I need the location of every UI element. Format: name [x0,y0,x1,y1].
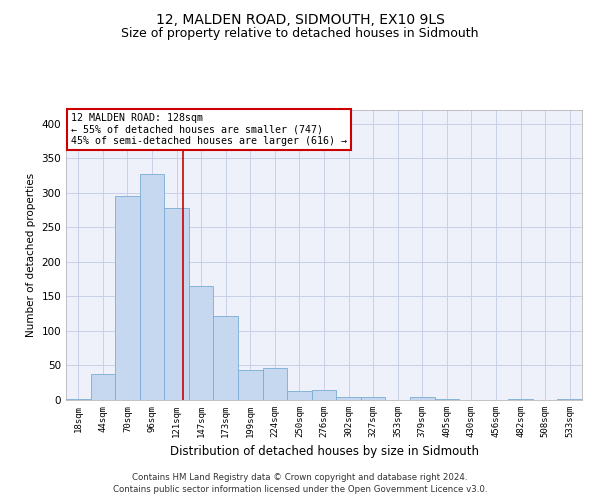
Text: Contains public sector information licensed under the Open Government Licence v3: Contains public sector information licen… [113,485,487,494]
Bar [287,391,312,400]
Bar [336,397,361,400]
Text: 12, MALDEN ROAD, SIDMOUTH, EX10 9LS: 12, MALDEN ROAD, SIDMOUTH, EX10 9LS [155,12,445,26]
Bar [91,374,115,400]
Bar [263,368,287,400]
Text: Size of property relative to detached houses in Sidmouth: Size of property relative to detached ho… [121,28,479,40]
Bar [361,396,385,400]
Bar [508,398,533,400]
Bar [66,398,91,400]
X-axis label: Distribution of detached houses by size in Sidmouth: Distribution of detached houses by size … [170,446,479,458]
Y-axis label: Number of detached properties: Number of detached properties [26,173,36,337]
Bar [238,370,263,400]
Bar [410,396,434,400]
Text: 12 MALDEN ROAD: 128sqm
← 55% of detached houses are smaller (747)
45% of semi-de: 12 MALDEN ROAD: 128sqm ← 55% of detached… [71,113,347,146]
Text: Contains HM Land Registry data © Crown copyright and database right 2024.: Contains HM Land Registry data © Crown c… [132,472,468,482]
Bar [214,316,238,400]
Bar [140,174,164,400]
Bar [312,390,336,400]
Bar [164,208,189,400]
Bar [189,286,214,400]
Bar [115,196,140,400]
